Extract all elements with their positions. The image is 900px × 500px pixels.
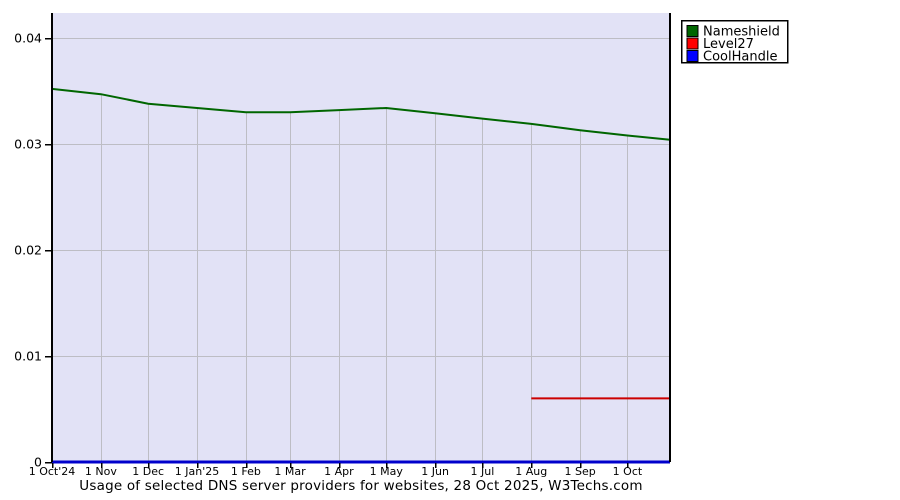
x-tick-label: 1 May bbox=[370, 465, 404, 478]
legend-swatch-coolhandle bbox=[686, 50, 699, 62]
x-tick-label: 1 Sep bbox=[565, 465, 596, 478]
legend-box bbox=[680, 19, 789, 64]
legend-swatch-level27 bbox=[686, 37, 699, 50]
x-tick-label: 1 Apr bbox=[324, 465, 354, 478]
x-tick-label: 1 Jul bbox=[471, 465, 495, 478]
x-tick-label: 1 Jun bbox=[421, 465, 449, 478]
x-tick-label: 1 Dec bbox=[132, 465, 164, 478]
y-tick-label: 0.04 bbox=[14, 31, 42, 46]
series-line-nameshield bbox=[51, 87, 671, 141]
chart-title: Usage of selected DNS server providers f… bbox=[79, 478, 643, 494]
y-tick-label: 0.03 bbox=[14, 137, 42, 152]
x-tick-label: 1 Feb bbox=[231, 465, 261, 478]
legend-swatch-nameshield bbox=[686, 25, 699, 37]
x-tick-label: 1 Jan'25 bbox=[175, 465, 219, 478]
legend-label-level27: Level27 bbox=[703, 37, 754, 52]
x-tick-label: 1 Nov bbox=[85, 465, 117, 478]
tick-labels: 0.04 0.03 0.02 0.01 01 Oct'24 1 Nov 1 Dec 1 Jan… bbox=[14, 31, 643, 479]
y-tick-label: 0.01 bbox=[14, 349, 42, 364]
horizontal-gridlines bbox=[52, 38, 670, 357]
series-lines bbox=[51, 87, 671, 464]
axes bbox=[45, 13, 671, 468]
x-tick-label: 1 Oct bbox=[613, 465, 643, 478]
x-tick-label: 1 Aug bbox=[515, 465, 547, 478]
y-tick-label: 0.02 bbox=[14, 243, 42, 258]
y-tick-label: 0 bbox=[34, 455, 42, 470]
legend-label-nameshield: Nameshield bbox=[703, 25, 780, 40]
x-tick-label: 1 Oct'24 bbox=[29, 465, 76, 478]
legend-label-coolhandle: CoolHandle bbox=[703, 50, 777, 65]
x-tick-label: 1 Mar bbox=[274, 465, 306, 478]
